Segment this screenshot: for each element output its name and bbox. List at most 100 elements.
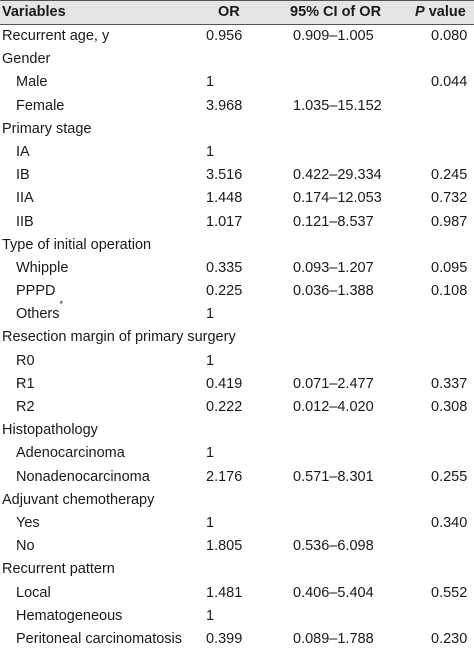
odds-ratio-cell: 0.335 [206, 259, 243, 276]
confidence-interval-cell: 0.121–8.537 [293, 213, 374, 230]
odds-ratio-cell: 3.968 [206, 97, 243, 114]
row-sublabel: Nonadenocarcinoma [16, 466, 150, 489]
table-row: Adjuvant chemotherapy [0, 489, 474, 512]
odds-ratio-cell: 1 [206, 306, 215, 323]
row-label-text: Female [16, 97, 65, 114]
row-category-label: Type of initial operation [2, 234, 151, 257]
odds-ratio-cell: 0.399 [206, 630, 243, 647]
confidence-interval-cell: 0.093–1.207 [293, 259, 374, 276]
row-sublabel: R2 [16, 396, 35, 419]
row-sublabel: No [16, 535, 35, 558]
table-row: Adenocarcinoma 1 [0, 442, 474, 465]
p-value-cell: 0.230 [431, 630, 468, 647]
header-variables: Variables [2, 4, 66, 20]
row-label-text: Resection margin of primary surgery [2, 329, 236, 346]
row-category-label: Primary stage [2, 118, 91, 141]
odds-ratio-cell: 1.805 [206, 538, 243, 555]
row-sublabel: Local [16, 582, 51, 605]
confidence-interval-cell: 0.406–5.404 [293, 584, 374, 601]
row-label-text: Nonadenocarcinoma [16, 468, 150, 485]
p-value-cell: 0.308 [431, 399, 468, 415]
odds-ratio-cell: 0.225 [206, 283, 243, 300]
header-p-rest: value [424, 4, 466, 20]
confidence-interval-cell: 1.035–15.152 [293, 97, 382, 114]
table-body: Recurrent age, y 0.956 0.909–1.005 0.080 Gen… [0, 25, 474, 651]
odds-ratio-cell: 1.017 [206, 213, 243, 230]
row-sublabel: Adenocarcinoma [16, 442, 125, 465]
table-row: Peritoneal carcinomatosis 0.399 0.089–1.78… [0, 628, 474, 651]
row-sublabel: Male [16, 71, 47, 94]
table-row: R0 1 [0, 350, 474, 373]
footnote-marker: * [59, 299, 64, 310]
p-value-cell: 0.095 [431, 259, 468, 276]
odds-ratio-cell: 1.448 [206, 190, 243, 207]
table-row: Gender [0, 48, 474, 71]
p-value-cell: 0.255 [431, 468, 468, 485]
row-label-text: Hematogeneous [16, 607, 123, 624]
row-category-label: Recurrent age, y [2, 25, 109, 48]
row-sublabel: IIB [16, 211, 34, 234]
table-row: Male 1 0.044 [0, 71, 474, 94]
p-value-cell: 0.337 [431, 375, 468, 392]
p-value-cell: 0.732 [431, 190, 468, 207]
row-sublabel: R1 [16, 373, 35, 396]
p-value-cell: 0.552 [431, 584, 468, 601]
confidence-interval-cell: 0.422–29.334 [293, 167, 382, 184]
row-label-text: R2 [16, 399, 35, 415]
row-label-text: PPPD [16, 283, 56, 300]
confidence-interval-cell: 0.012–4.020 [293, 399, 374, 415]
row-label-text: R0 [16, 352, 35, 369]
header-p-italic: P [415, 4, 425, 20]
row-sublabel: IA [16, 141, 30, 164]
row-category-label: Adjuvant chemotherapy [2, 489, 154, 512]
table-row: PPPD 0.225 0.036–1.388 0.108 [0, 280, 474, 303]
table-row: R1 0.419 0.071–2.477 0.337 [0, 373, 474, 396]
odds-ratio-cell: 1 [206, 143, 215, 160]
row-label-text: Peritoneal carcinomatosis [16, 630, 183, 647]
row-category-label: Resection margin of primary surgery [2, 326, 236, 349]
header-ci: 95% CI of OR [290, 4, 382, 20]
table-row: Primary stage [0, 118, 474, 141]
p-value-cell: 0.044 [431, 74, 468, 91]
odds-ratio-cell: 0.222 [206, 399, 243, 415]
row-label-text: Recurrent pattern [2, 561, 115, 578]
row-label-text: Histopathology [2, 422, 98, 439]
confidence-interval-cell: 0.174–12.053 [293, 190, 382, 207]
odds-ratio-cell: 0.956 [206, 28, 243, 44]
row-sublabel: R0 [16, 350, 35, 373]
row-label-text: Male [16, 74, 48, 91]
row-label-text: Gender [2, 51, 51, 68]
table-row: Local 1.481 0.406–5.404 0.552 [0, 582, 474, 605]
table-row: IIA 1.448 0.174–12.053 0.732 [0, 187, 474, 210]
table-row: Recurrent age, y 0.956 0.909–1.005 0.080 [0, 25, 474, 48]
confidence-interval-cell: 0.089–1.788 [293, 630, 374, 647]
row-label-text: Yes [16, 514, 40, 531]
table-row: Yes 1 0.340 [0, 512, 474, 535]
odds-ratio-cell: 2.176 [206, 468, 243, 485]
odds-ratio-cell: 1 [206, 352, 215, 369]
row-label-text: Adenocarcinoma [16, 445, 125, 462]
table-row: Recurrent pattern [0, 558, 474, 581]
table-row: IB 3.516 0.422–29.334 0.245 [0, 164, 474, 187]
table-row: Resection margin of primary surgery [0, 326, 474, 349]
p-value-cell: 0.245 [431, 167, 468, 184]
table-row: Hematogeneous 1 [0, 605, 474, 628]
confidence-interval-cell: 0.909–1.005 [293, 28, 374, 44]
confidence-interval-cell: 0.536–6.098 [293, 538, 374, 555]
table-row: Type of initial operation [0, 234, 474, 257]
odds-ratio-cell: 0.419 [206, 375, 243, 392]
row-category-label: Histopathology [2, 419, 98, 442]
odds-ratio-cell: 1 [206, 607, 215, 624]
row-category-label: Gender [2, 48, 50, 71]
table-row: No 1.805 0.536–6.098 [0, 535, 474, 558]
odds-ratio-cell: 1 [206, 74, 215, 91]
table-row: Whipple 0.335 0.093–1.207 0.095 [0, 257, 474, 280]
row-label-text: Others [16, 306, 60, 323]
row-sublabel: Peritoneal carcinomatosis [16, 628, 182, 651]
table-row: Histopathology [0, 419, 474, 442]
confidence-interval-cell: 0.571–8.301 [293, 468, 374, 485]
row-label-text: Type of initial operation [2, 236, 152, 253]
odds-ratio-cell: 3.516 [206, 167, 243, 184]
odds-ratio-cell: 1 [206, 514, 215, 531]
